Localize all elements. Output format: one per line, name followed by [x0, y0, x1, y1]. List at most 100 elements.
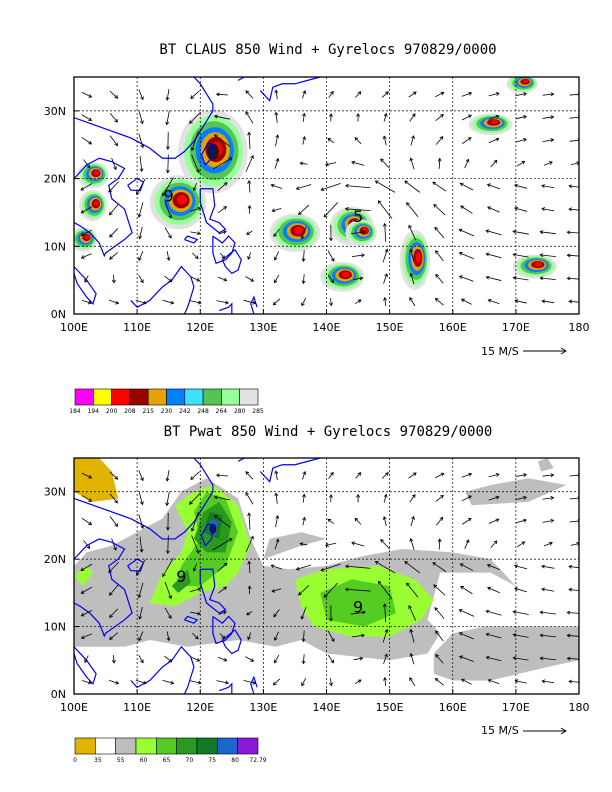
wind-arrow [327, 654, 335, 664]
wind-arrow [109, 90, 119, 99]
wind-arrow [218, 230, 227, 235]
wind-arrow [383, 493, 388, 503]
wind-arrow [192, 252, 199, 260]
wind-arrow [301, 654, 306, 665]
colorbar-swatch [196, 737, 218, 755]
wind-arrow [462, 517, 472, 525]
cloud-cluster [506, 77, 538, 94]
colorbar-label: 184 [69, 408, 81, 415]
wind-arrow [356, 493, 361, 503]
wind-arrow [488, 518, 500, 524]
wind-arrow [81, 495, 93, 502]
wind-arrow [138, 274, 144, 284]
wind-arrow [566, 610, 579, 615]
wind-arrow [327, 518, 335, 524]
wind-arrow [458, 609, 475, 617]
wind-arrow [435, 516, 444, 526]
wind-arrow [486, 183, 501, 190]
wind-arrow [356, 113, 361, 122]
wind-arrow [190, 471, 200, 480]
wind-arrow [404, 180, 421, 193]
wind-arrow [542, 473, 555, 478]
wind-arrow [458, 655, 474, 662]
wind-arrow [247, 252, 252, 260]
wind-arrow [460, 678, 472, 685]
wind-arrow [512, 252, 529, 258]
wind-arrow [109, 228, 119, 238]
wind-arrow [166, 251, 171, 262]
wind-arrow [513, 183, 528, 189]
wind-arrow [568, 207, 579, 212]
wind-arrow [383, 653, 388, 664]
wind-arrow [138, 514, 145, 530]
wind-arrow [218, 610, 227, 615]
wind-arrow [245, 535, 254, 553]
wind-arrow [406, 582, 419, 598]
wind-arrow [543, 161, 553, 166]
wind-arrow [485, 252, 502, 259]
wind-arrow [512, 276, 529, 281]
wind-arrow [109, 608, 119, 618]
wind-arrow [328, 605, 333, 622]
wind-arrow [541, 184, 555, 189]
wind-arrow [162, 177, 174, 197]
wind-arrow [409, 248, 415, 263]
chart-title-pwat: BT Pwat 850 Wind + Gyrelocs 970829/0000 [164, 424, 493, 440]
wind-arrow [189, 587, 202, 593]
wind-arrow [351, 633, 365, 638]
colorbar-label: 72.79 [249, 757, 266, 764]
colorbar-label: 230 [161, 408, 173, 415]
wind-arrow [82, 680, 92, 685]
wind-arrow [80, 206, 93, 214]
wind-arrow [82, 300, 92, 305]
wind-arrow [409, 272, 415, 285]
wind-arrow [460, 205, 473, 214]
wind-arrow [213, 515, 231, 528]
colorbar-label: 35 [94, 757, 102, 764]
wind-arrow [247, 180, 252, 193]
wind-arrow [568, 587, 579, 592]
wind-arrow [135, 299, 147, 305]
wind-arrow [435, 250, 444, 262]
wind-arrow [410, 515, 415, 527]
wind-arrow [406, 202, 419, 218]
wind-arrow [516, 541, 526, 548]
y-tick-label: 20N [44, 553, 66, 566]
wind-arrow [433, 203, 446, 216]
wind-arrow [374, 561, 396, 574]
wind-arrow [382, 603, 387, 623]
wind-arrow [299, 161, 308, 166]
x-tick-label: 100E [60, 701, 88, 714]
wind-arrow [382, 248, 389, 263]
wind-arrow [327, 138, 335, 144]
moist-region [537, 458, 554, 472]
wind-arrow [138, 470, 144, 482]
wind-arrow [217, 656, 228, 662]
wind-arrow [215, 92, 229, 97]
wind-arrow [320, 183, 341, 192]
colorbar-label: 208 [124, 408, 136, 415]
wind-arrow [487, 678, 500, 685]
x-tick-label: 160E [439, 321, 467, 334]
wind-arrow [192, 563, 198, 572]
wind-arrow [380, 158, 390, 169]
wind-arrow [435, 114, 444, 122]
high-moisture [74, 565, 93, 587]
colorbar-swatch [166, 388, 186, 406]
wind-arrow [246, 611, 253, 616]
wind-arrow [382, 628, 389, 643]
wind-arrow [274, 89, 279, 100]
wind-arrow [434, 472, 445, 479]
wind-arrow [541, 587, 555, 592]
wind-arrow [490, 540, 498, 548]
wind-arrow [327, 274, 335, 284]
wind-arrow [485, 632, 502, 639]
wind-arrow [350, 610, 366, 615]
colorbar-swatch [111, 388, 131, 406]
wind-arrow [165, 469, 170, 482]
wind-arrow [514, 206, 528, 212]
wind-arrow [190, 656, 201, 662]
wind-arrow [566, 253, 579, 258]
wind-arrow [80, 610, 93, 617]
